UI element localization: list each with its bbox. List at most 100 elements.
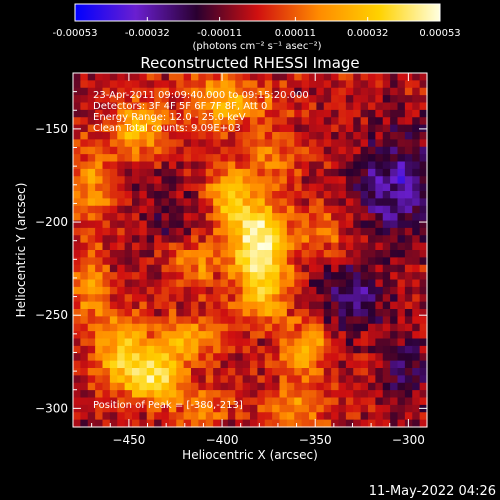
heatmap-cell <box>353 117 362 126</box>
heatmap-cell <box>183 154 192 163</box>
heatmap-cell <box>368 412 376 421</box>
heatmap-cell <box>264 102 273 111</box>
heatmap-cell <box>95 87 104 96</box>
heatmap-cell <box>338 404 347 413</box>
heatmap-cell <box>227 73 236 81</box>
heatmap-cell <box>397 198 406 207</box>
heatmap-cell <box>198 205 207 214</box>
heatmap-cell <box>235 102 244 111</box>
heatmap-cell <box>368 404 376 413</box>
heatmap-cell <box>353 390 362 399</box>
heatmap-cell <box>419 397 428 406</box>
heatmap-cell <box>368 87 376 96</box>
colorbar-tick-label: -0.00053 <box>53 28 98 39</box>
heatmap-cell <box>95 220 104 229</box>
heatmap-cell <box>390 279 399 288</box>
heatmap-cell <box>242 309 251 317</box>
heatmap-cell <box>213 338 222 347</box>
heatmap-cell <box>345 242 354 251</box>
heatmap-cell <box>235 368 244 376</box>
heatmap-cell <box>382 139 391 148</box>
heatmap-cell <box>124 183 133 192</box>
heatmap-cell <box>102 338 111 347</box>
heatmap-cell <box>309 412 317 421</box>
heatmap-cell <box>109 279 118 288</box>
heatmap-cell <box>301 301 310 310</box>
heatmap-cell <box>87 73 96 81</box>
heatmap-cell <box>205 272 214 281</box>
heatmap-cell <box>360 213 369 222</box>
heatmap-cell <box>272 397 281 406</box>
heatmap-cell <box>205 132 214 140</box>
heatmap-cell <box>338 109 347 118</box>
heatmap-cell <box>360 264 369 273</box>
heatmap-cell <box>109 168 118 177</box>
heatmap-cell <box>264 294 273 303</box>
heatmap-cell <box>272 109 281 118</box>
heatmap-cell <box>360 250 369 258</box>
heatmap-cell <box>132 338 140 347</box>
heatmap-cell <box>338 80 347 89</box>
heatmap-cell <box>220 132 229 140</box>
heatmap-cell <box>95 331 104 340</box>
heatmap-cell <box>331 191 340 199</box>
heatmap-cell <box>390 286 399 295</box>
heatmap-cell <box>382 80 391 89</box>
annotation-energy-range: Energy Range: 12.0 - 25.0 keV <box>93 112 246 123</box>
heatmap-cell <box>390 117 399 126</box>
heatmap-cell <box>146 176 155 185</box>
heatmap-cell <box>139 368 148 376</box>
heatmap-cell <box>279 227 288 236</box>
heatmap-cell <box>323 368 332 376</box>
heatmap-cell <box>220 154 229 163</box>
heatmap-cell <box>235 220 244 229</box>
heatmap-cell <box>286 382 295 391</box>
heatmap-cell <box>183 146 192 155</box>
heatmap-cell <box>345 227 354 236</box>
heatmap-cell <box>390 235 399 244</box>
heatmap-cell <box>132 353 140 362</box>
heatmap-cell <box>404 272 413 281</box>
heatmap-cell <box>309 227 317 236</box>
heatmap-cell <box>368 279 376 288</box>
heatmap-cell <box>176 345 185 354</box>
heatmap-cell <box>412 176 421 185</box>
heatmap-cell <box>382 250 391 258</box>
heatmap-cell <box>264 73 273 81</box>
heatmap-cell <box>250 154 258 163</box>
heatmap-cell <box>264 124 273 133</box>
heatmap-cell <box>279 132 288 140</box>
heatmap-cell <box>331 198 340 207</box>
heatmap-cell <box>323 279 332 288</box>
heatmap-cell <box>323 301 332 310</box>
heatmap-cell <box>205 154 214 163</box>
heatmap-cell <box>242 124 251 133</box>
heatmap-cell <box>316 235 325 244</box>
heatmap-cell <box>404 257 413 266</box>
heatmap-cell <box>250 345 258 354</box>
heatmap-cell <box>345 235 354 244</box>
heatmap-cell <box>382 397 391 406</box>
heatmap-cell <box>294 198 303 207</box>
heatmap-cell <box>264 191 273 199</box>
heatmap-cell <box>132 309 140 317</box>
heatmap-cell <box>87 168 96 177</box>
heatmap-cell <box>375 183 384 192</box>
heatmap-cell <box>250 176 258 185</box>
heatmap-cell <box>146 198 155 207</box>
heatmap-cell <box>353 191 362 199</box>
heatmap-cell <box>272 294 281 303</box>
heatmap-cell <box>95 323 104 332</box>
heatmap-cell <box>353 176 362 185</box>
heatmap-cell <box>404 220 413 229</box>
heatmap-cell <box>345 213 354 222</box>
heatmap-cell <box>419 316 428 325</box>
heatmap-cell <box>279 353 288 362</box>
heatmap-cell <box>301 198 310 207</box>
heatmap-cell <box>250 338 258 347</box>
heatmap-cell <box>205 353 214 362</box>
heatmap-cell <box>205 124 214 133</box>
heatmap-cell <box>272 191 281 199</box>
heatmap-cell <box>375 375 384 384</box>
heatmap-cell <box>272 146 281 155</box>
